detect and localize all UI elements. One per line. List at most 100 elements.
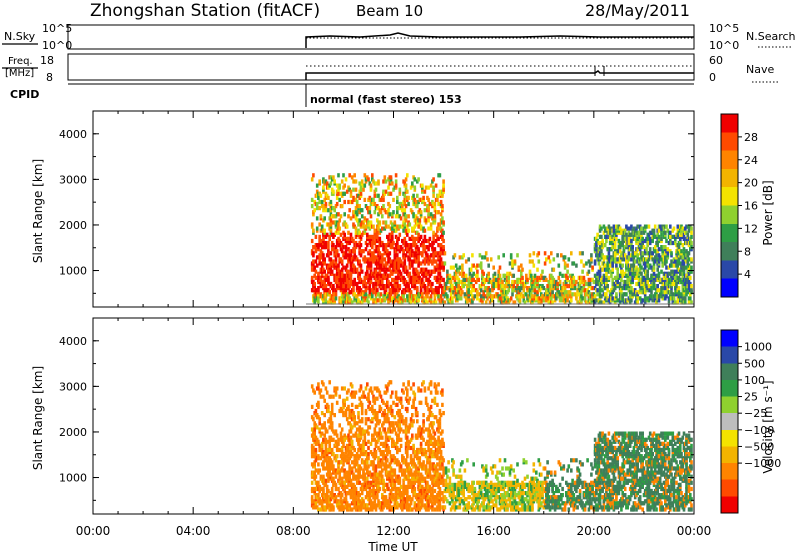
echo-cell	[652, 265, 656, 270]
echo-cell	[318, 222, 321, 227]
echo-cell	[397, 433, 400, 438]
echo-cell	[403, 236, 407, 241]
echo-cell	[622, 300, 626, 305]
echo-cell	[545, 257, 548, 262]
echo-cell	[350, 175, 354, 180]
echo-cell	[618, 226, 622, 231]
echo-cell	[349, 253, 353, 258]
echo-cell	[651, 238, 654, 244]
echo-cell	[384, 189, 388, 194]
echo-cell	[333, 179, 336, 184]
colorbar-tick-label: 4	[744, 268, 751, 281]
freq-tick-top: 18	[40, 54, 54, 67]
echo-cell	[597, 247, 601, 252]
echo-cell	[509, 253, 513, 258]
echo-cell	[417, 247, 420, 252]
echo-cell	[570, 298, 573, 303]
echo-cell	[310, 238, 314, 244]
nsearch-label: N.Search	[746, 30, 796, 43]
echo-cell	[374, 269, 378, 274]
echo-cell	[368, 495, 372, 500]
echo-cell	[667, 300, 671, 305]
echo-cell	[653, 224, 657, 229]
echo-cell	[343, 273, 346, 278]
echo-cell	[651, 298, 654, 303]
echo-cell	[602, 261, 606, 266]
echo-cell	[627, 267, 631, 272]
echo-cell	[381, 501, 384, 506]
echo-cell	[674, 259, 677, 264]
echo-cell	[386, 452, 389, 457]
echo-cell	[513, 279, 517, 285]
echo-cell	[443, 261, 447, 266]
echo-cell	[408, 396, 412, 401]
echo-cell	[677, 245, 681, 250]
echo-cell	[389, 191, 393, 196]
echo-cell	[373, 408, 377, 414]
echo-cell	[404, 253, 408, 258]
echo-cell	[382, 400, 385, 405]
echo-cell	[355, 460, 359, 465]
echo-cell	[449, 296, 453, 301]
echo-cell	[394, 173, 398, 178]
echo-cell	[318, 417, 321, 422]
nsky-tick-top: 10^5	[42, 22, 72, 35]
echo-cell	[406, 439, 409, 444]
echo-cell	[414, 199, 418, 205]
echo-cell	[342, 284, 345, 289]
echo-cell	[444, 292, 448, 297]
echo-cell	[518, 298, 522, 303]
echo-cell	[424, 271, 428, 276]
echo-cell	[363, 429, 367, 434]
echo-cell	[317, 462, 320, 467]
echo-cell	[660, 236, 663, 241]
echo-cell	[452, 265, 455, 270]
echo-cell	[362, 443, 365, 448]
echo-cell	[627, 263, 631, 268]
echo-cell	[324, 208, 328, 213]
echo-cell	[335, 249, 339, 254]
echo-cell	[429, 226, 433, 231]
echo-cell	[657, 247, 661, 252]
echo-cell	[364, 441, 368, 446]
echo-cell	[310, 204, 314, 209]
echo-cell	[330, 421, 334, 426]
echo-cell	[684, 300, 687, 305]
echo-cell	[348, 240, 351, 246]
echo-cell	[442, 277, 445, 282]
echo-cell	[379, 292, 383, 297]
echo-cell	[369, 261, 373, 266]
echo-cell	[328, 380, 331, 385]
echo-cell	[613, 286, 617, 291]
echo-cell	[596, 288, 599, 293]
cpid-mode: normal (fast stereo) 153	[310, 93, 462, 106]
echo-cell	[387, 208, 390, 213]
echo-cell	[434, 267, 438, 272]
echo-cell	[439, 275, 443, 280]
echo-cell	[621, 257, 624, 262]
echo-cell	[497, 286, 500, 291]
echo-cell	[664, 286, 667, 291]
echo-cell	[680, 228, 683, 233]
echo-cell	[362, 249, 365, 254]
echo-cell	[491, 294, 494, 299]
echo-cell	[318, 206, 321, 211]
echo-cell	[322, 236, 325, 241]
echo-cell	[368, 249, 372, 254]
echo-cell	[347, 236, 350, 241]
echo-cell	[419, 288, 423, 293]
echo-cell	[402, 228, 405, 233]
echo-cell	[369, 214, 373, 219]
echo-cell	[581, 251, 584, 256]
echo-cell	[354, 179, 358, 184]
echo-cell	[665, 294, 668, 299]
echo-cell	[392, 197, 395, 202]
echo-cell	[407, 462, 410, 467]
echo-cell	[660, 232, 663, 237]
echo-cell	[423, 234, 427, 239]
echo-cell	[685, 265, 688, 270]
echo-cell	[605, 277, 608, 282]
echo-cell	[337, 486, 340, 492]
echo-cell	[421, 292, 424, 297]
echo-cell	[372, 197, 375, 202]
